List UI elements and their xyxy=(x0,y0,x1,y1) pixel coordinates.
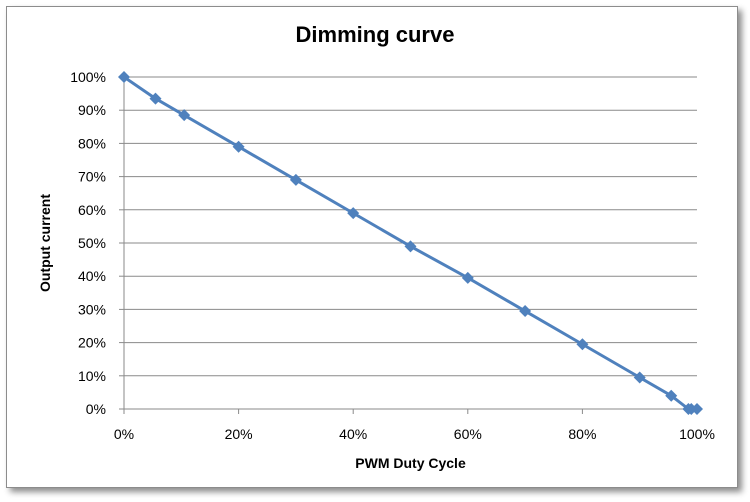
y-tick-label: 20% xyxy=(78,335,106,351)
grid-lines xyxy=(124,76,697,377)
y-tick-label: 30% xyxy=(78,301,106,317)
data-point-marker xyxy=(347,207,360,220)
y-tick-labels: 0% 10% 20% 30% 40% 50% 60% 70% 80% 90% 100% xyxy=(70,69,106,417)
data-point-marker xyxy=(633,371,646,384)
chart-title: Dimming curve xyxy=(295,22,455,47)
y-axis-title: Output current xyxy=(37,194,53,292)
chart-frame xyxy=(6,6,738,488)
data-point-marker xyxy=(665,389,678,402)
y-tick-label: 70% xyxy=(78,169,106,185)
y-tick-label: 80% xyxy=(78,135,106,151)
y-tick-label: 90% xyxy=(78,102,106,118)
data-point-marker xyxy=(289,173,302,186)
x-tick-label: 40% xyxy=(339,426,367,442)
data-point-marker xyxy=(461,271,474,284)
series-group xyxy=(118,71,703,415)
x-tick-label: 0% xyxy=(114,426,134,442)
y-tick-label: 40% xyxy=(78,268,106,284)
y-tick-label: 10% xyxy=(78,368,106,384)
y-tick-label: 60% xyxy=(78,202,106,218)
x-tick-label: 20% xyxy=(225,426,253,442)
x-axis-title: PWM Duty Cycle xyxy=(355,455,466,471)
x-tick-label: 60% xyxy=(454,426,482,442)
data-point-marker xyxy=(576,338,589,351)
y-tick-label: 50% xyxy=(78,235,106,251)
data-point-marker xyxy=(691,403,703,415)
data-point-marker xyxy=(118,71,130,83)
x-tick-labels: 0% 20% 40% 60% 80% 100% xyxy=(114,426,715,442)
data-point-marker xyxy=(404,240,417,253)
y-tick-label: 100% xyxy=(70,69,106,85)
data-point-marker xyxy=(149,92,162,105)
data-point-marker xyxy=(519,305,532,318)
x-tick-label: 80% xyxy=(568,426,596,442)
y-tick-label: 0% xyxy=(86,401,106,417)
x-tick-label: 100% xyxy=(679,426,715,442)
data-point-marker xyxy=(232,140,245,153)
data-point-marker xyxy=(178,109,191,122)
